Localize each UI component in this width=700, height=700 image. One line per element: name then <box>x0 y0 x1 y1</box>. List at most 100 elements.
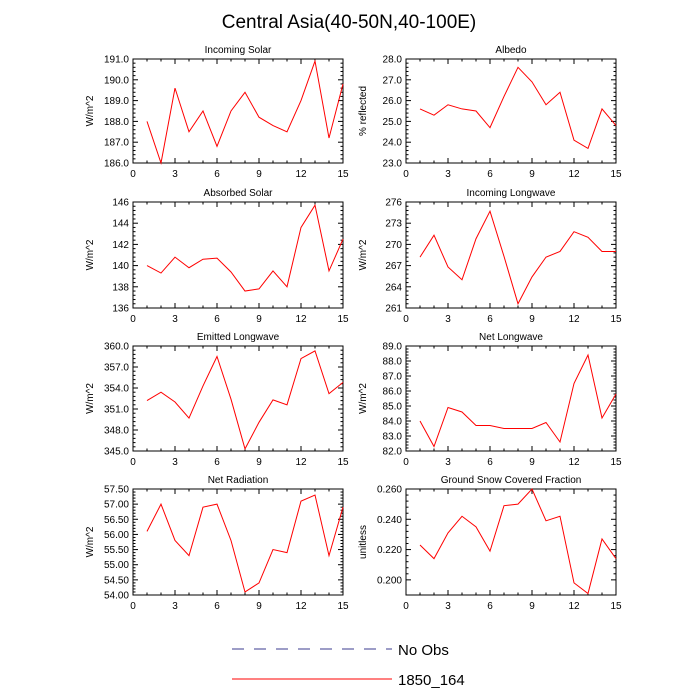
albedo-xtick-label: 15 <box>610 169 622 180</box>
albedo-title: Albedo <box>495 45 527 56</box>
emitted-longwave-series-line <box>146 350 344 451</box>
panel-emitted-longwave: Emitted Longwave W/m^2 0 3 6 9 12 15 345.0 348.0 3… <box>85 332 349 468</box>
net-longwave-xtick-label: 12 <box>568 457 580 468</box>
net-radiation-xtick-label: 0 <box>130 601 136 612</box>
incoming-solar-ylabel: W/m^2 <box>85 95 96 126</box>
net-longwave-ytick-label: 86.0 <box>383 387 403 398</box>
absorbed-solar-ytick-label: 138 <box>112 282 129 293</box>
ground-snow-covered-fraction-xtick-label: 9 <box>529 601 535 612</box>
incoming-solar-ytick-label: 188.0 <box>104 117 129 128</box>
incoming-solar-xtick-label: 6 <box>214 169 220 180</box>
emitted-longwave-ytick-label: 354.0 <box>104 384 129 395</box>
incoming-longwave-xtick-label: 0 <box>403 314 409 325</box>
absorbed-solar-ytick-label: 144 <box>112 219 129 230</box>
ground-snow-covered-fraction-series-line <box>419 488 617 595</box>
albedo-ytick-label: 27.0 <box>383 75 403 86</box>
ground-snow-covered-fraction-title: Ground Snow Covered Fraction <box>441 475 582 486</box>
incoming-solar-ytick-label: 186.0 <box>104 159 129 170</box>
albedo-frame <box>405 58 617 164</box>
incoming-solar-xtick-label: 15 <box>337 169 349 180</box>
legend-no-obs-label: No Obs <box>398 642 449 659</box>
incoming-solar-ytick-label: 189.0 <box>104 96 129 107</box>
incoming-solar-ytick-label: 191.0 <box>104 55 129 66</box>
emitted-longwave-xtick-label: 15 <box>337 457 349 468</box>
ground-snow-covered-fraction-ylabel: unitless <box>358 525 369 559</box>
net-longwave-xtick-label: 0 <box>403 457 409 468</box>
absorbed-solar-xtick-label: 12 <box>295 314 307 325</box>
net-radiation-xtick-label: 9 <box>256 601 262 612</box>
incoming-longwave-ytick-label: 273 <box>385 219 402 230</box>
absorbed-solar-title: Absorbed Solar <box>204 188 274 199</box>
ground-snow-covered-fraction-ytick-label: 0.240 <box>377 515 402 526</box>
emitted-longwave-ylabel: W/m^2 <box>85 383 96 414</box>
net-radiation-ytick-label: 54.00 <box>104 591 129 602</box>
ground-snow-covered-fraction-xtick-label: 0 <box>403 601 409 612</box>
albedo-xtick-label: 9 <box>529 169 535 180</box>
incoming-longwave-frame <box>405 201 617 309</box>
ground-snow-covered-fraction-xtick-label: 6 <box>487 601 493 612</box>
albedo-xtick-label: 3 <box>445 169 451 180</box>
panel-ground-snow-covered-fraction: Ground Snow Covered Fraction unitless 0 3 6 9… <box>358 475 622 612</box>
net-longwave-xtick-label: 15 <box>610 457 622 468</box>
absorbed-solar-xtick-label: 15 <box>337 314 349 325</box>
absorbed-solar-series-line <box>146 203 344 292</box>
absorbed-solar-ytick-label: 142 <box>112 240 129 251</box>
ground-snow-covered-fraction-xtick-label: 15 <box>610 601 622 612</box>
albedo-ytick-label: 23.0 <box>383 159 403 170</box>
incoming-solar-xtick-label: 12 <box>295 169 307 180</box>
albedo-ylabel: % reflected <box>358 86 369 136</box>
figure-title: Central Asia(40-50N,40-100E) <box>222 12 477 33</box>
net-longwave-ytick-label: 82.0 <box>383 447 403 458</box>
emitted-longwave-title: Emitted Longwave <box>197 332 280 343</box>
net-longwave-series-line <box>419 353 617 448</box>
net-radiation-xtick-label: 12 <box>295 601 307 612</box>
emitted-longwave-xtick-label: 0 <box>130 457 136 468</box>
incoming-longwave-xtick-label: 3 <box>445 314 451 325</box>
absorbed-solar-xtick-label: 6 <box>214 314 220 325</box>
net-longwave-ytick-label: 89.0 <box>383 342 403 353</box>
net-radiation-xtick-label: 6 <box>214 601 220 612</box>
absorbed-solar-xtick-label: 9 <box>256 314 262 325</box>
net-radiation-ytick-label: 56.00 <box>104 530 129 541</box>
albedo-xtick-label: 0 <box>403 169 409 180</box>
ground-snow-covered-fraction-xtick-label: 3 <box>445 601 451 612</box>
net-longwave-ytick-label: 83.0 <box>383 432 403 443</box>
incoming-longwave-series-line <box>419 209 616 306</box>
incoming-longwave-ytick-label: 261 <box>385 304 402 315</box>
ground-snow-covered-fraction-ytick-label: 0.260 <box>377 485 402 496</box>
net-radiation-title: Net Radiation <box>208 475 269 486</box>
emitted-longwave-xtick-label: 9 <box>256 457 262 468</box>
albedo-series-line <box>419 66 617 150</box>
net-longwave-ytick-label: 87.0 <box>383 372 403 383</box>
net-longwave-xtick-label: 3 <box>445 457 451 468</box>
legend-model-label: 1850_164 <box>398 672 465 689</box>
absorbed-solar-xtick-label: 3 <box>172 314 178 325</box>
absorbed-solar-ylabel: W/m^2 <box>85 239 96 270</box>
net-radiation-ytick-label: 57.00 <box>104 500 129 511</box>
incoming-longwave-ytick-label: 264 <box>385 282 402 293</box>
emitted-longwave-frame <box>132 345 344 452</box>
net-radiation-frame <box>132 488 344 596</box>
emitted-longwave-xtick-label: 12 <box>295 457 307 468</box>
panel-net-longwave: Net Longwave W/m^2 0 3 6 9 12 15 82.0 83.0 84.0 85.… <box>358 332 622 468</box>
panel-incoming-longwave: Incoming Longwave W/m^2 0 3 6 9 12 15 261 264 267 2… <box>358 188 622 325</box>
panel-absorbed-solar: Absorbed Solar W/m^2 0 3 6 9 12 15 136 138 140 142 1… <box>85 188 349 325</box>
net-longwave-xtick-label: 6 <box>487 457 493 468</box>
ground-snow-covered-fraction-frame <box>405 488 617 596</box>
net-longwave-frame <box>405 345 617 452</box>
incoming-longwave-ytick-label: 267 <box>385 261 402 272</box>
absorbed-solar-ytick-label: 140 <box>112 261 129 272</box>
emitted-longwave-xtick-label: 3 <box>172 457 178 468</box>
emitted-longwave-ytick-label: 357.0 <box>104 363 129 374</box>
albedo-ytick-label: 28.0 <box>383 55 403 66</box>
absorbed-solar-ytick-label: 136 <box>112 304 129 315</box>
incoming-solar-title: Incoming Solar <box>205 45 272 56</box>
emitted-longwave-ytick-label: 360.0 <box>104 342 129 353</box>
net-longwave-title: Net Longwave <box>479 332 543 343</box>
incoming-solar-frame <box>132 58 344 164</box>
albedo-ytick-label: 24.0 <box>383 138 403 149</box>
ground-snow-covered-fraction-ytick-label: 0.220 <box>377 545 402 556</box>
net-radiation-ytick-label: 55.00 <box>104 560 129 571</box>
incoming-longwave-ylabel: W/m^2 <box>358 239 369 270</box>
